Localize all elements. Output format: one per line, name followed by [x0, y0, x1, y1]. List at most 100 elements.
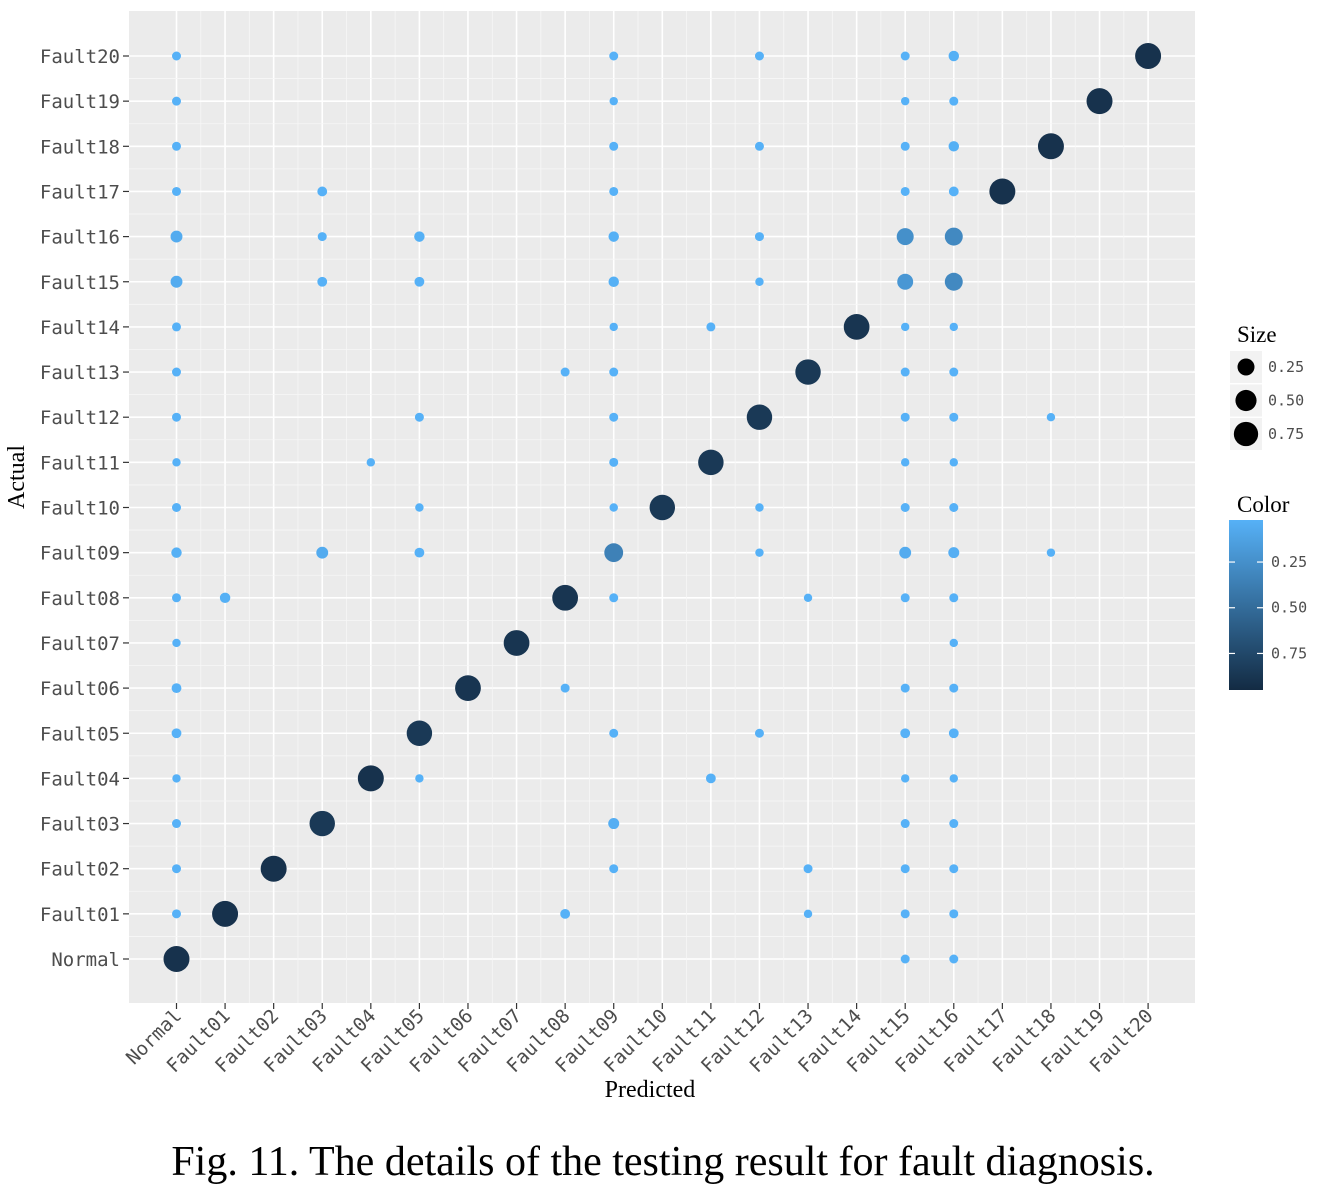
y-tick-label: Fault18	[40, 136, 120, 158]
data-point	[172, 819, 181, 829]
data-point	[803, 593, 813, 603]
data-point	[900, 954, 910, 964]
y-tick-label: Fault03	[40, 814, 120, 836]
data-point	[172, 367, 181, 377]
color-legend-title: Color	[1237, 492, 1290, 517]
y-tick-label: Fault05	[40, 723, 120, 745]
y-tick-label: Normal	[51, 949, 120, 971]
data-point	[1086, 88, 1113, 115]
data-point	[949, 458, 958, 467]
size-legend: Size 0.25 0.50 0.75	[1230, 322, 1304, 450]
data-point	[1046, 412, 1056, 422]
y-tick-label: Fault07	[40, 633, 120, 655]
y-tick-label: Fault10	[40, 498, 120, 520]
color-legend-label: 0.25	[1271, 553, 1307, 571]
color-legend-label: 0.50	[1271, 599, 1307, 617]
data-point	[172, 458, 181, 467]
size-legend-label: 0.75	[1268, 425, 1304, 443]
size-legend-dot	[1237, 358, 1255, 376]
data-point	[317, 232, 327, 242]
data-point	[172, 503, 181, 512]
data-point	[755, 548, 764, 557]
size-legend-label: 0.25	[1268, 358, 1304, 376]
data-point	[949, 864, 959, 874]
data-point	[746, 404, 773, 430]
data-point	[949, 367, 959, 377]
data-point	[172, 186, 181, 196]
y-tick-label: Fault09	[40, 543, 120, 565]
color-legend: Color 0.25 0.50 0.75	[1229, 492, 1307, 690]
data-point	[503, 630, 530, 656]
data-point	[706, 322, 716, 332]
data-point	[172, 864, 181, 874]
data-point	[609, 457, 619, 467]
data-point	[948, 50, 960, 62]
data-point	[309, 810, 335, 837]
data-point	[406, 720, 433, 746]
data-point	[609, 186, 619, 196]
y-tick-label: Fault01	[40, 904, 120, 926]
color-legend-label: 0.75	[1271, 644, 1307, 662]
y-tick-label: Fault19	[40, 91, 120, 113]
grid-lines	[129, 11, 1195, 1003]
data-point	[754, 728, 764, 738]
data-point	[900, 322, 910, 332]
y-tick-label: Fault20	[40, 46, 120, 68]
data-point	[560, 367, 570, 377]
data-point	[795, 359, 821, 385]
data-point	[948, 141, 960, 152]
y-tick-label: Fault13	[40, 362, 120, 384]
data-point	[171, 547, 182, 558]
data-point	[899, 546, 912, 559]
data-point	[170, 230, 183, 243]
y-tick-label: Fault11	[40, 452, 120, 474]
data-point	[609, 864, 619, 874]
data-point	[172, 96, 181, 106]
data-point	[944, 227, 963, 246]
data-point	[949, 96, 959, 106]
data-point	[172, 51, 181, 61]
data-point	[609, 728, 619, 738]
data-point	[560, 683, 570, 693]
data-point	[948, 547, 960, 559]
data-point	[317, 186, 328, 197]
data-point	[944, 272, 963, 291]
data-point	[900, 458, 910, 467]
data-point	[949, 412, 959, 422]
data-point	[172, 638, 181, 648]
y-axis: Normal Fault01 Fault02 Fault03 Fault04 Fault0…	[40, 46, 129, 971]
data-point	[609, 412, 619, 422]
data-point	[163, 946, 190, 972]
y-tick-label: Fault02	[40, 859, 120, 881]
data-point	[455, 675, 481, 701]
data-point	[989, 178, 1016, 205]
data-point	[552, 584, 579, 611]
data-point	[754, 232, 764, 242]
color-bar	[1229, 520, 1263, 690]
data-point	[414, 547, 425, 558]
data-point	[1135, 43, 1162, 69]
data-point	[172, 774, 181, 783]
data-point	[172, 412, 181, 422]
data-point	[755, 277, 764, 286]
data-point	[705, 773, 716, 784]
data-point	[604, 543, 624, 563]
data-point	[316, 546, 329, 559]
data-point	[755, 503, 764, 512]
data-point	[949, 774, 958, 783]
data-point	[415, 503, 424, 512]
data-point	[560, 908, 571, 919]
data-point	[900, 819, 910, 829]
data-point	[949, 909, 959, 919]
data-point	[609, 51, 619, 61]
data-point	[949, 638, 958, 648]
data-point	[172, 909, 181, 919]
data-point	[900, 503, 910, 512]
data-point	[317, 276, 328, 287]
data-point	[609, 367, 619, 377]
data-point	[949, 954, 959, 964]
data-point	[171, 728, 182, 739]
data-point	[172, 322, 181, 332]
bubble-chart: Normal Fault01 Fault02 Fault03 Fault04 Fault0…	[4, 11, 1307, 1103]
y-tick-label: Fault04	[40, 768, 120, 790]
